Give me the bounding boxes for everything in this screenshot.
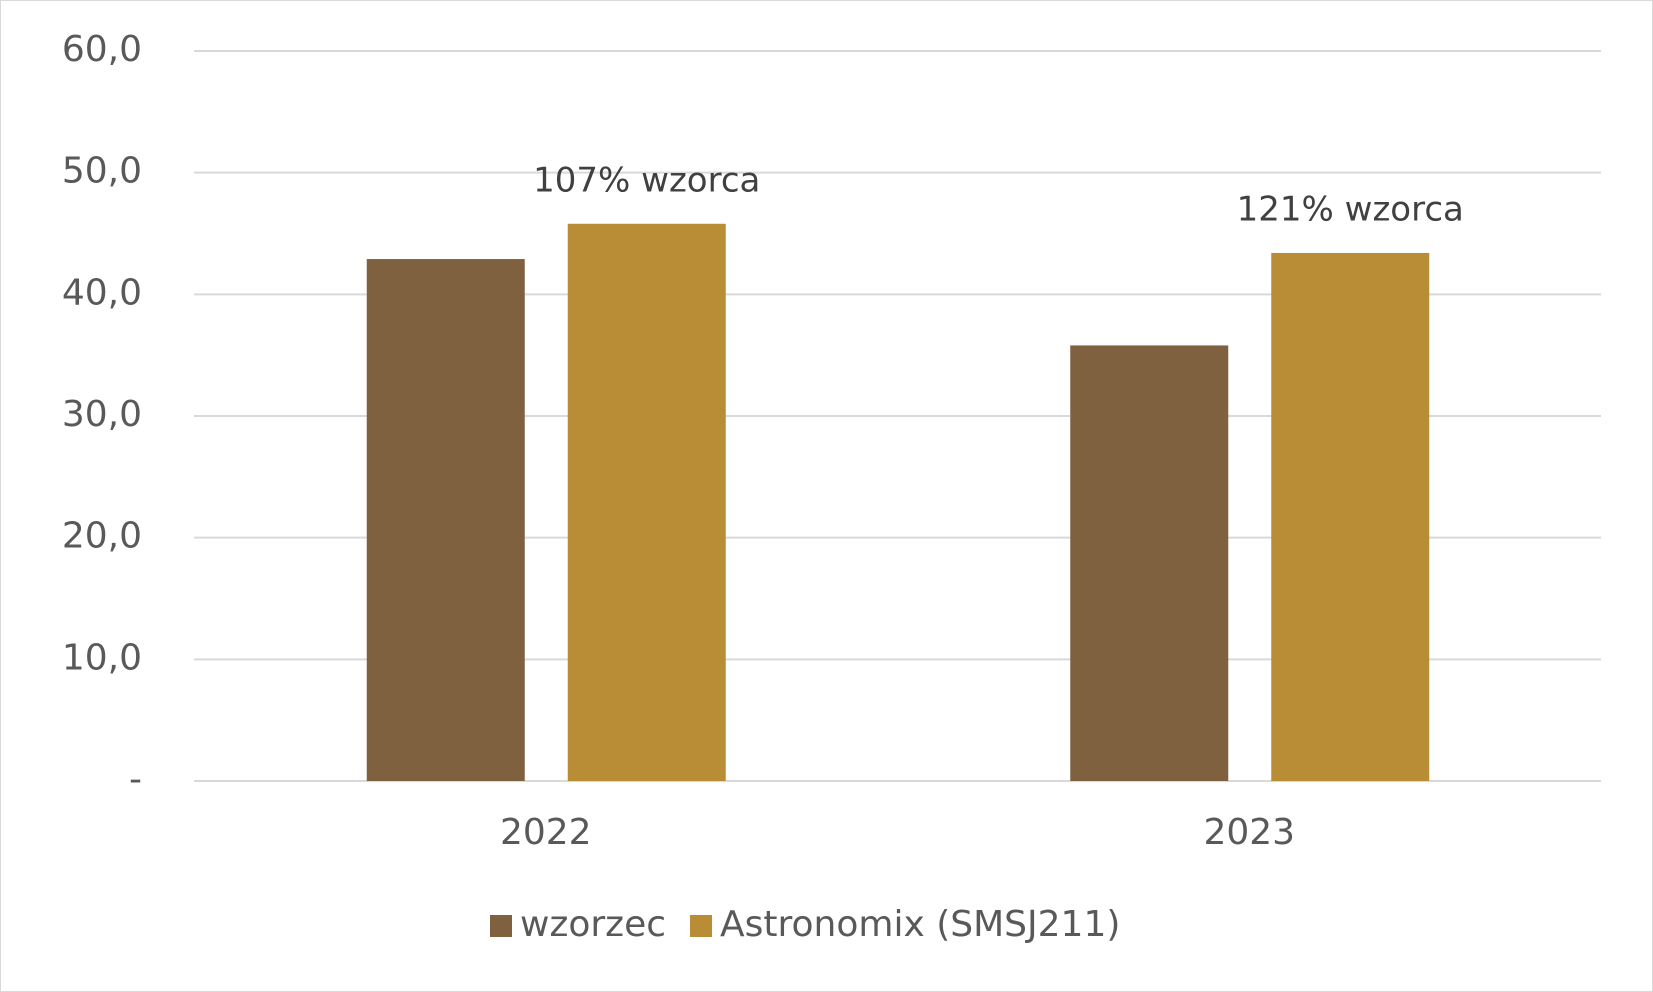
bar: [1271, 252, 1430, 781]
y-tick-label: 40,0: [62, 272, 142, 313]
bar: [366, 259, 525, 781]
y-tick-label: 50,0: [62, 151, 142, 192]
y-tick-label: 20,0: [62, 516, 142, 557]
annotation: 121% wzorca: [1237, 189, 1464, 229]
y-tick-label: -: [129, 759, 142, 800]
legend-swatch: [690, 915, 713, 937]
bar: [1070, 345, 1229, 781]
x-tick-label: 2022: [500, 812, 592, 853]
x-tick-label: 2023: [1203, 812, 1295, 853]
bar: [567, 223, 726, 781]
y-tick-label: 60,0: [62, 29, 142, 70]
annotation: 107% wzorca: [533, 160, 760, 200]
legend-label: Astronomix (SMSJ211): [720, 904, 1120, 945]
legend-swatch: [490, 915, 512, 937]
y-tick-label: 30,0: [62, 394, 142, 435]
y-tick-label: 10,0: [62, 637, 142, 678]
legend-label: wzorzec: [520, 904, 666, 945]
